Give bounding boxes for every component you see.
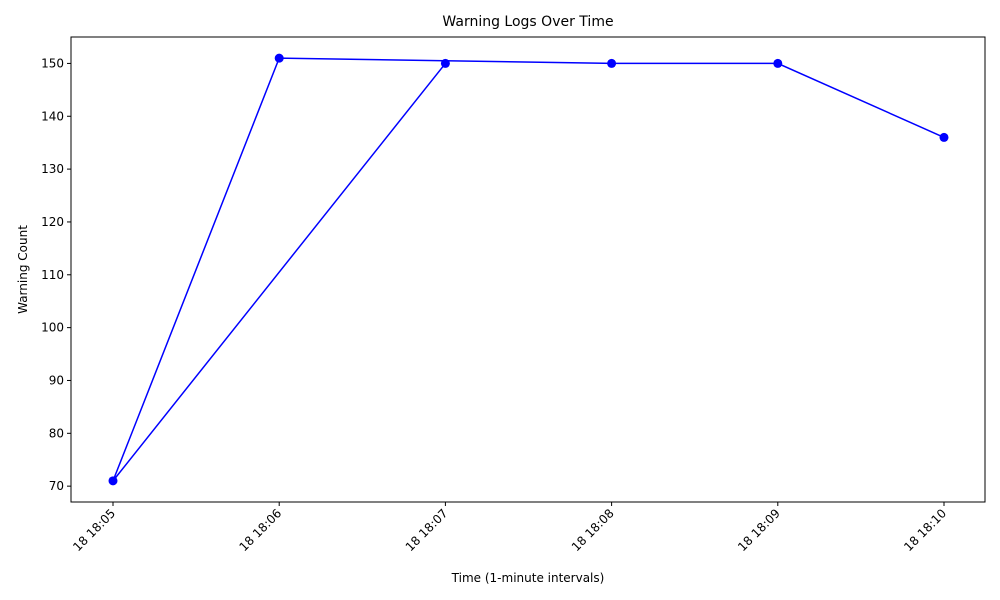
chart-title: Warning Logs Over Time [442, 14, 613, 30]
y-tick-label: 120 [41, 215, 64, 229]
series-line [112, 57, 945, 482]
plot-area-frame [70, 36, 986, 503]
y-tick-label: 70 [49, 479, 64, 493]
y-tick-label: 110 [41, 268, 64, 282]
data-point [108, 476, 118, 486]
data-point [607, 58, 617, 68]
y-tick-label: 140 [41, 109, 64, 123]
x-tick-label: 18 18:09 [735, 506, 783, 554]
x-tick-label: 18 18:07 [403, 506, 451, 554]
x-tick-label: 18 18:10 [901, 506, 949, 554]
y-tick-label: 100 [41, 321, 64, 335]
y-axis: 70 80 90 100 110 120 130 140 150 [41, 56, 71, 493]
y-tick-label: 90 [49, 373, 64, 387]
data-point [939, 132, 949, 142]
x-tick-label: 18 18:05 [70, 506, 118, 554]
data-point [773, 58, 783, 68]
x-tick-label: 18 18:06 [236, 506, 284, 554]
x-tick-label: 18 18:08 [569, 506, 617, 554]
series-layer [108, 53, 949, 486]
x-axis: 18 18:05 18 18:06 18 18:07 18 18:08 18 18:09… [70, 502, 949, 554]
y-axis-label: Warning Count [16, 225, 30, 314]
y-tick-label: 80 [49, 426, 64, 440]
y-tick-label: 150 [41, 56, 64, 70]
x-axis-label: Time (1-minute intervals) [451, 571, 605, 585]
data-point [440, 58, 450, 68]
y-tick-label: 130 [41, 162, 64, 176]
data-point [274, 53, 284, 63]
